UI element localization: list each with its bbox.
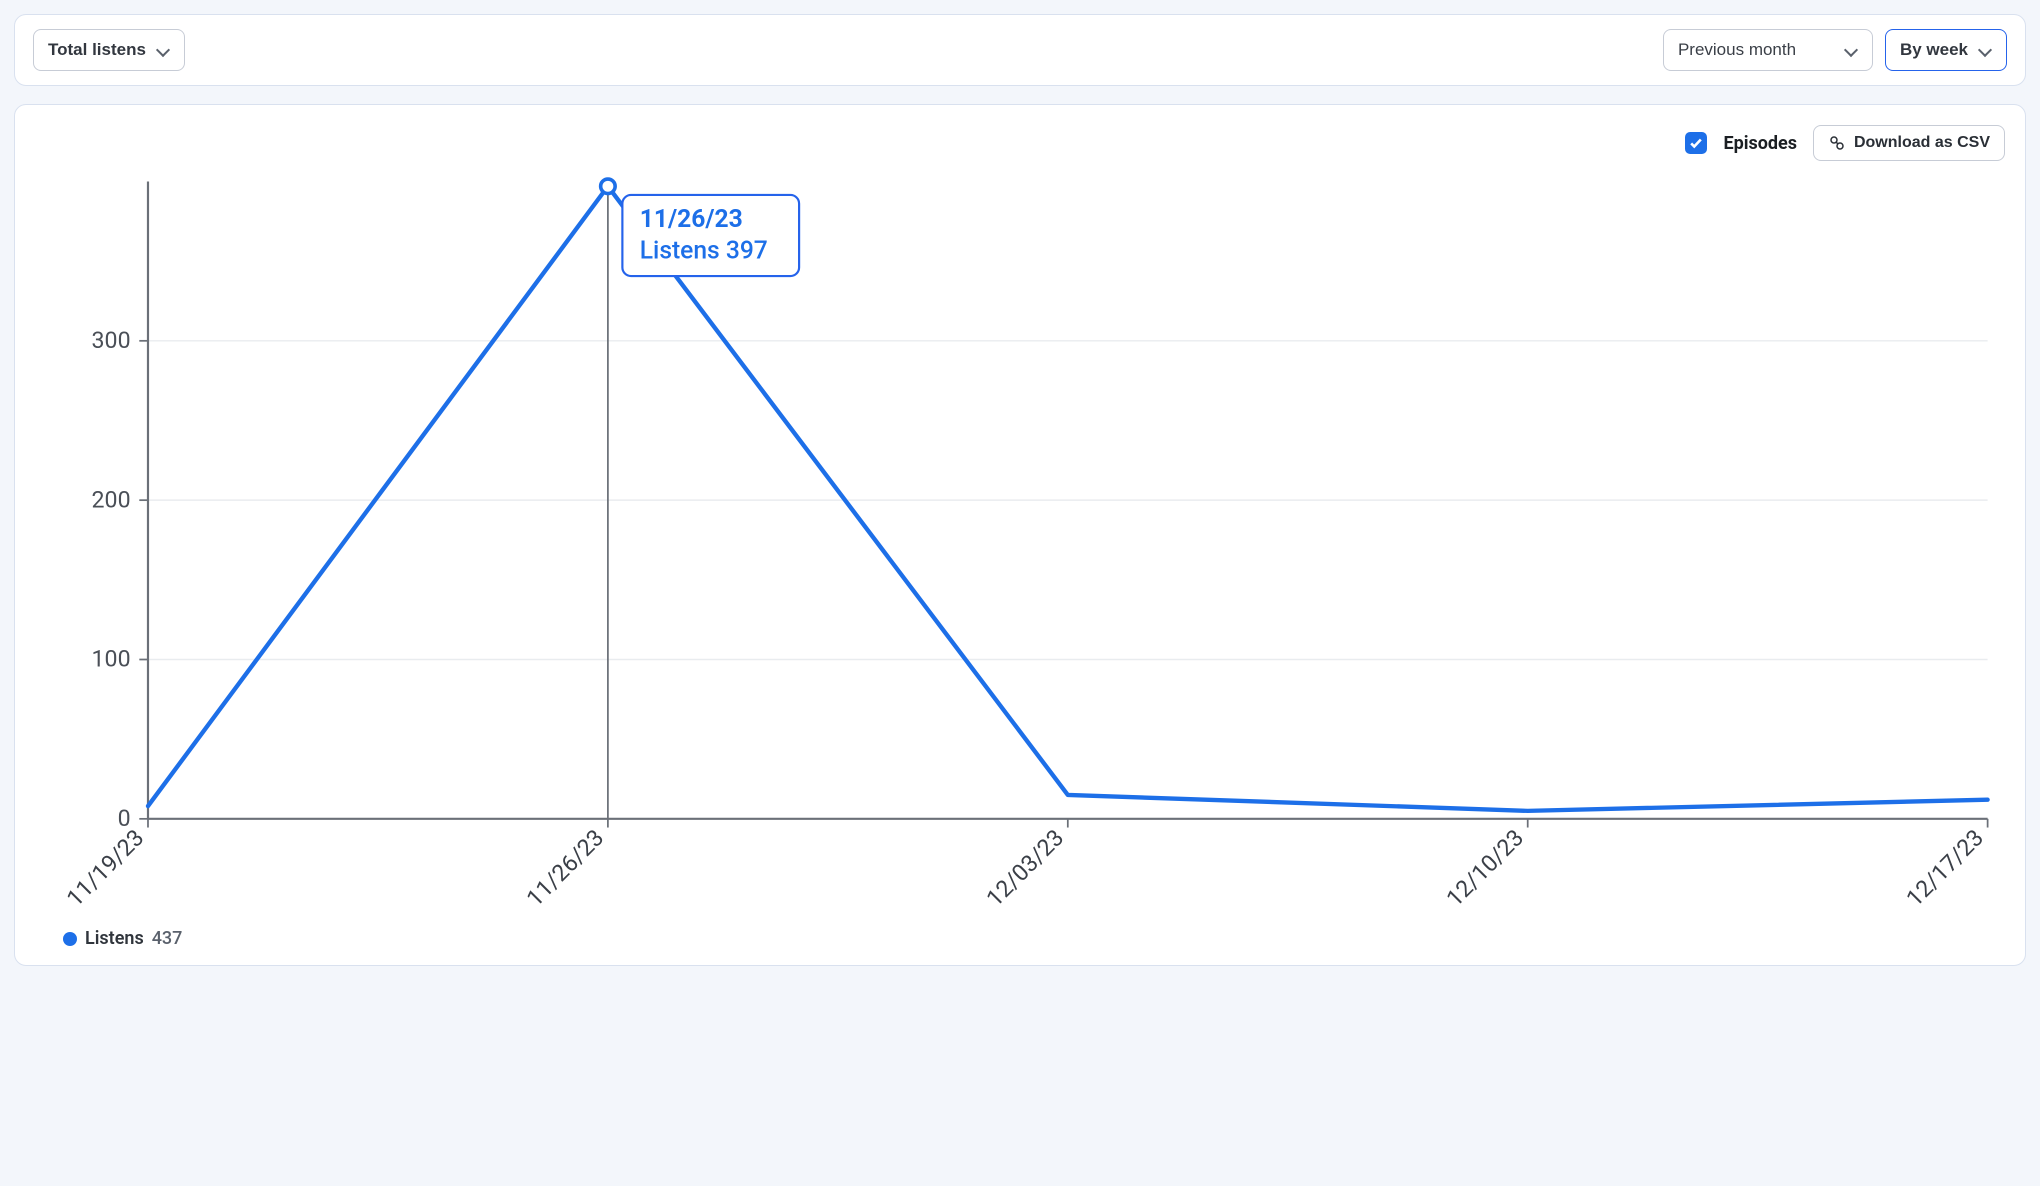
- svg-text:12/10/23: 12/10/23: [1441, 824, 1529, 912]
- period-select-label: Previous month: [1678, 40, 1796, 60]
- episodes-checkbox-label: Episodes: [1723, 133, 1797, 154]
- svg-text:12/17/23: 12/17/23: [1901, 824, 1989, 912]
- filter-bar: Total listens Previous month By week: [14, 14, 2026, 86]
- line-chart: 010020030011/26/23Listens 39711/19/2311/…: [35, 167, 2005, 920]
- metric-select-label: Total listens: [48, 40, 146, 60]
- legend: Listens 437: [35, 920, 2005, 955]
- period-select[interactable]: Previous month: [1663, 29, 1873, 71]
- granularity-select-label: By week: [1900, 40, 1968, 60]
- metric-select[interactable]: Total listens: [33, 29, 185, 71]
- chart-toolbar: Episodes Download as CSV: [35, 125, 2005, 161]
- download-csv-button[interactable]: Download as CSV: [1813, 125, 2005, 161]
- svg-text:100: 100: [92, 646, 131, 673]
- download-icon: [1828, 134, 1846, 152]
- granularity-select[interactable]: By week: [1885, 29, 2007, 71]
- check-icon: [1689, 136, 1703, 150]
- legend-series-value: 437: [152, 928, 183, 949]
- chevron-down-icon: [1844, 43, 1858, 57]
- episodes-checkbox[interactable]: [1685, 132, 1707, 154]
- svg-text:11/26/23: 11/26/23: [521, 824, 609, 912]
- svg-text:300: 300: [92, 327, 131, 354]
- chevron-down-icon: [156, 43, 170, 57]
- svg-text:11/19/23: 11/19/23: [62, 824, 150, 912]
- svg-text:Listens 397: Listens 397: [640, 237, 768, 266]
- chart-area[interactable]: 010020030011/26/23Listens 39711/19/2311/…: [35, 167, 2005, 920]
- chevron-down-icon: [1978, 43, 1992, 57]
- svg-text:12/03/23: 12/03/23: [981, 824, 1069, 912]
- chart-panel: Episodes Download as CSV 010020030011/26…: [14, 104, 2026, 966]
- legend-series-name: Listens: [85, 928, 144, 949]
- legend-dot-icon: [63, 932, 77, 946]
- svg-text:200: 200: [92, 486, 131, 513]
- svg-text:11/26/23: 11/26/23: [640, 205, 743, 234]
- download-csv-label: Download as CSV: [1854, 134, 1990, 152]
